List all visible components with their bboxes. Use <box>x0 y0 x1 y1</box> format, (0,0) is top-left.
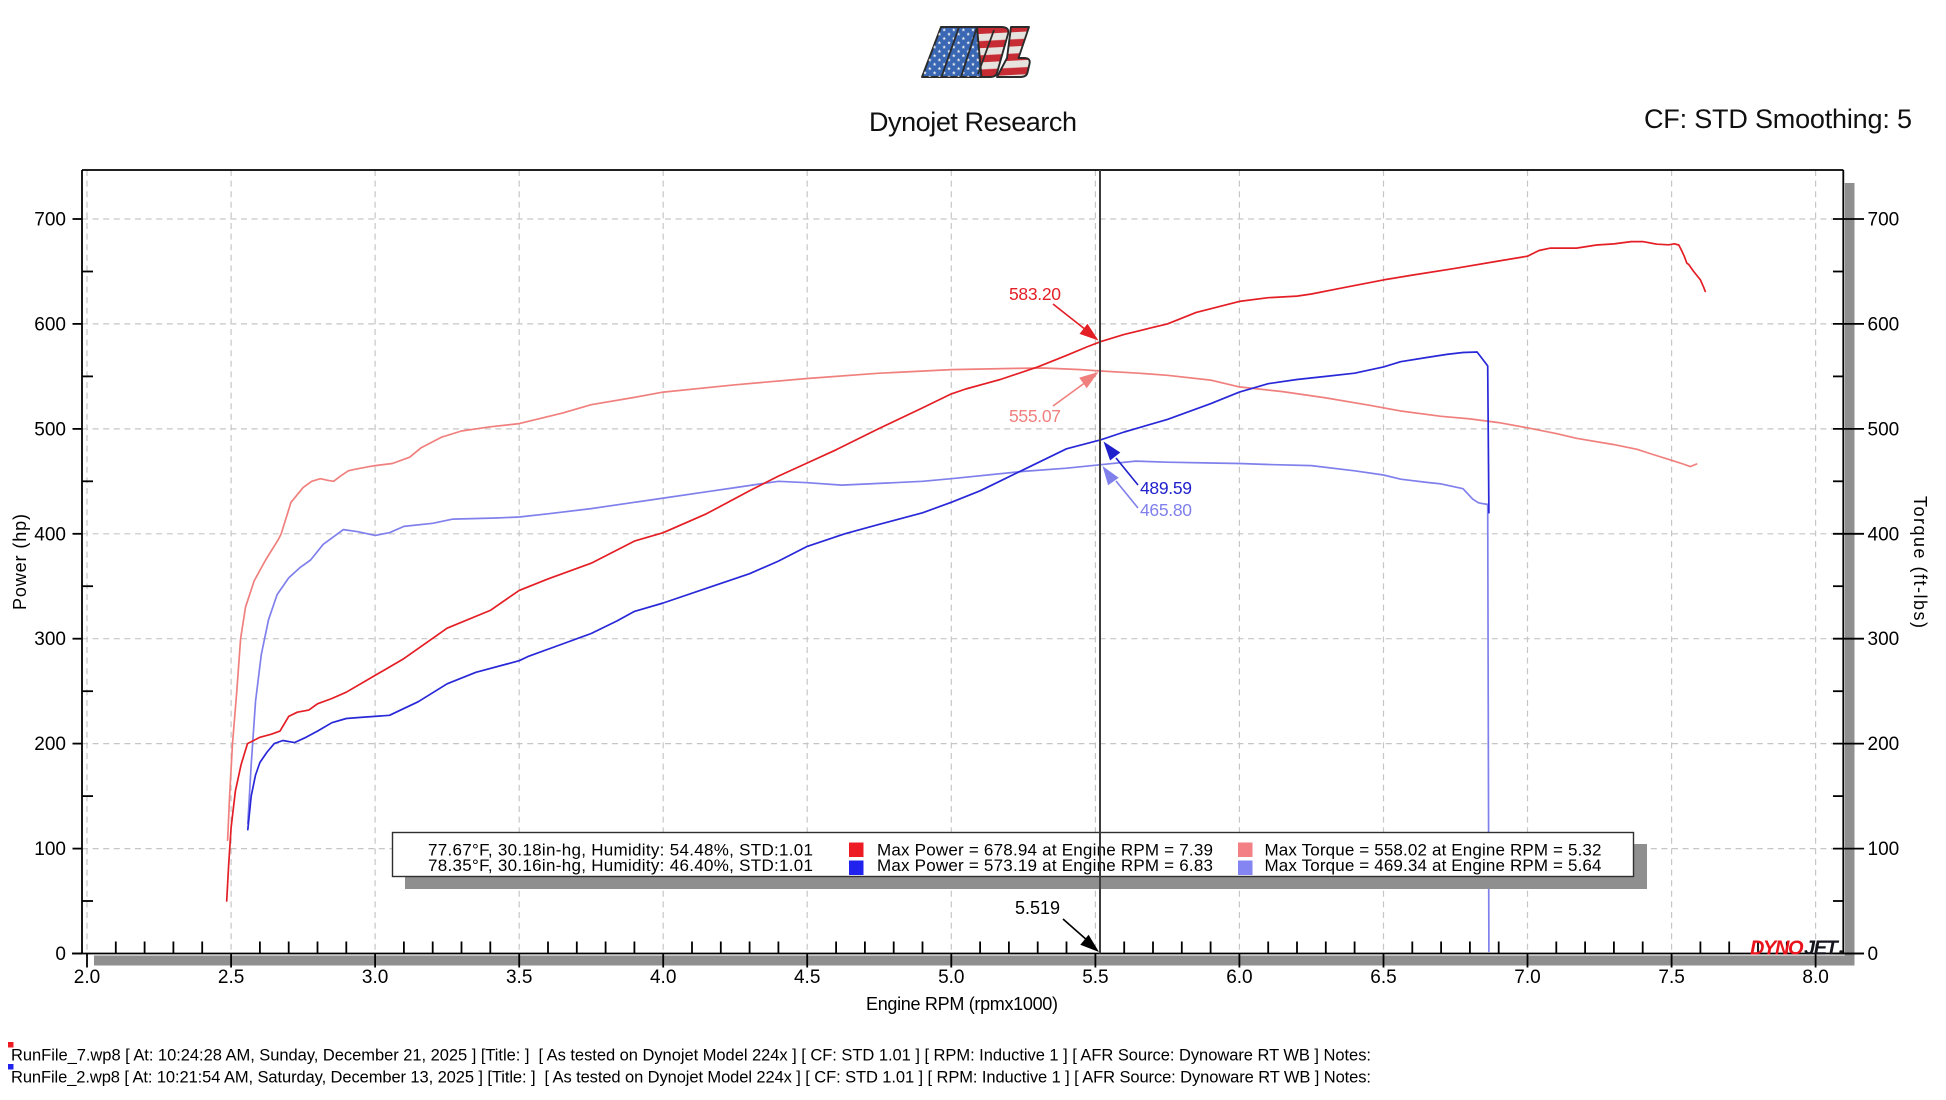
svg-text:5.519: 5.519 <box>1015 898 1060 918</box>
svg-text:4.0: 4.0 <box>650 967 676 988</box>
svg-text:JET: JET <box>1804 938 1840 960</box>
svg-text:Max Torque = 469.34 at Engine: Max Torque = 469.34 at Engine RPM = 5.64 <box>1265 856 1602 875</box>
svg-text:78.35°F, 30.16in-hg, Humidity:: 78.35°F, 30.16in-hg, Humidity: 46.40%, S… <box>428 856 813 875</box>
svg-text:7.0: 7.0 <box>1514 967 1540 988</box>
svg-text:6.5: 6.5 <box>1370 967 1396 988</box>
svg-text:555.07: 555.07 <box>1009 406 1061 426</box>
svg-text:600: 600 <box>34 314 66 335</box>
svg-text:100: 100 <box>1868 839 1900 860</box>
svg-text:200: 200 <box>34 734 66 755</box>
svg-text:3.5: 3.5 <box>506 967 532 988</box>
svg-text:6.0: 6.0 <box>1226 967 1252 988</box>
svg-text:700: 700 <box>34 210 66 231</box>
svg-text:500: 500 <box>34 419 66 440</box>
svg-text:8.0: 8.0 <box>1802 967 1828 988</box>
svg-text:Max Torque = 558.02 at Engine: Max Torque = 558.02 at Engine RPM = 5.32 <box>1265 841 1602 860</box>
svg-text:500: 500 <box>1868 419 1900 440</box>
svg-text:RunFile_7.wp8 [ At: 10:24:28 A: RunFile_7.wp8 [ At: 10:24:28 AM, Sunday,… <box>11 1047 1371 1065</box>
svg-text:5.5: 5.5 <box>1082 967 1108 988</box>
svg-text:4.5: 4.5 <box>794 967 820 988</box>
svg-text:100: 100 <box>34 839 66 860</box>
svg-text:700: 700 <box>1868 210 1900 231</box>
svg-text:2.0: 2.0 <box>74 967 100 988</box>
svg-text:583.20: 583.20 <box>1009 284 1061 304</box>
svg-text:3.0: 3.0 <box>362 967 388 988</box>
svg-text:400: 400 <box>1868 524 1900 545</box>
svg-text:465.80: 465.80 <box>1140 500 1192 520</box>
svg-text:200: 200 <box>1868 734 1900 755</box>
svg-text:Dynojet Research: Dynojet Research <box>869 107 1077 137</box>
svg-text:489.59: 489.59 <box>1140 478 1192 498</box>
svg-text:2.5: 2.5 <box>218 967 244 988</box>
svg-text:DYNO: DYNO <box>1750 938 1804 960</box>
svg-text:5.0: 5.0 <box>938 967 964 988</box>
svg-text:400: 400 <box>34 524 66 545</box>
svg-text:Power (hp): Power (hp) <box>10 514 30 610</box>
svg-text:Max Power = 678.94 at Engine R: Max Power = 678.94 at Engine RPM = 7.39 <box>877 841 1213 860</box>
svg-text:0: 0 <box>55 944 66 965</box>
svg-text:Engine RPM (rpmx1000): Engine RPM (rpmx1000) <box>866 994 1058 1014</box>
svg-text:CF: STD Smoothing: 5: CF: STD Smoothing: 5 <box>1644 104 1912 134</box>
svg-text:600: 600 <box>1868 314 1900 335</box>
svg-text:RunFile_2.wp8 [ At: 10:21:54 A: RunFile_2.wp8 [ At: 10:21:54 AM, Saturda… <box>11 1069 1371 1087</box>
svg-text:Torque (ft-lbs): Torque (ft-lbs) <box>1910 496 1930 628</box>
svg-text:Max Power = 573.19 at Engine R: Max Power = 573.19 at Engine RPM = 6.83 <box>877 856 1213 875</box>
svg-text:77.67°F, 30.18in-hg, Humidity:: 77.67°F, 30.18in-hg, Humidity: 54.48%, S… <box>428 841 813 860</box>
svg-text:300: 300 <box>34 629 66 650</box>
svg-text:7.5: 7.5 <box>1658 967 1684 988</box>
svg-text:300: 300 <box>1868 629 1900 650</box>
svg-text:0: 0 <box>1868 944 1879 965</box>
